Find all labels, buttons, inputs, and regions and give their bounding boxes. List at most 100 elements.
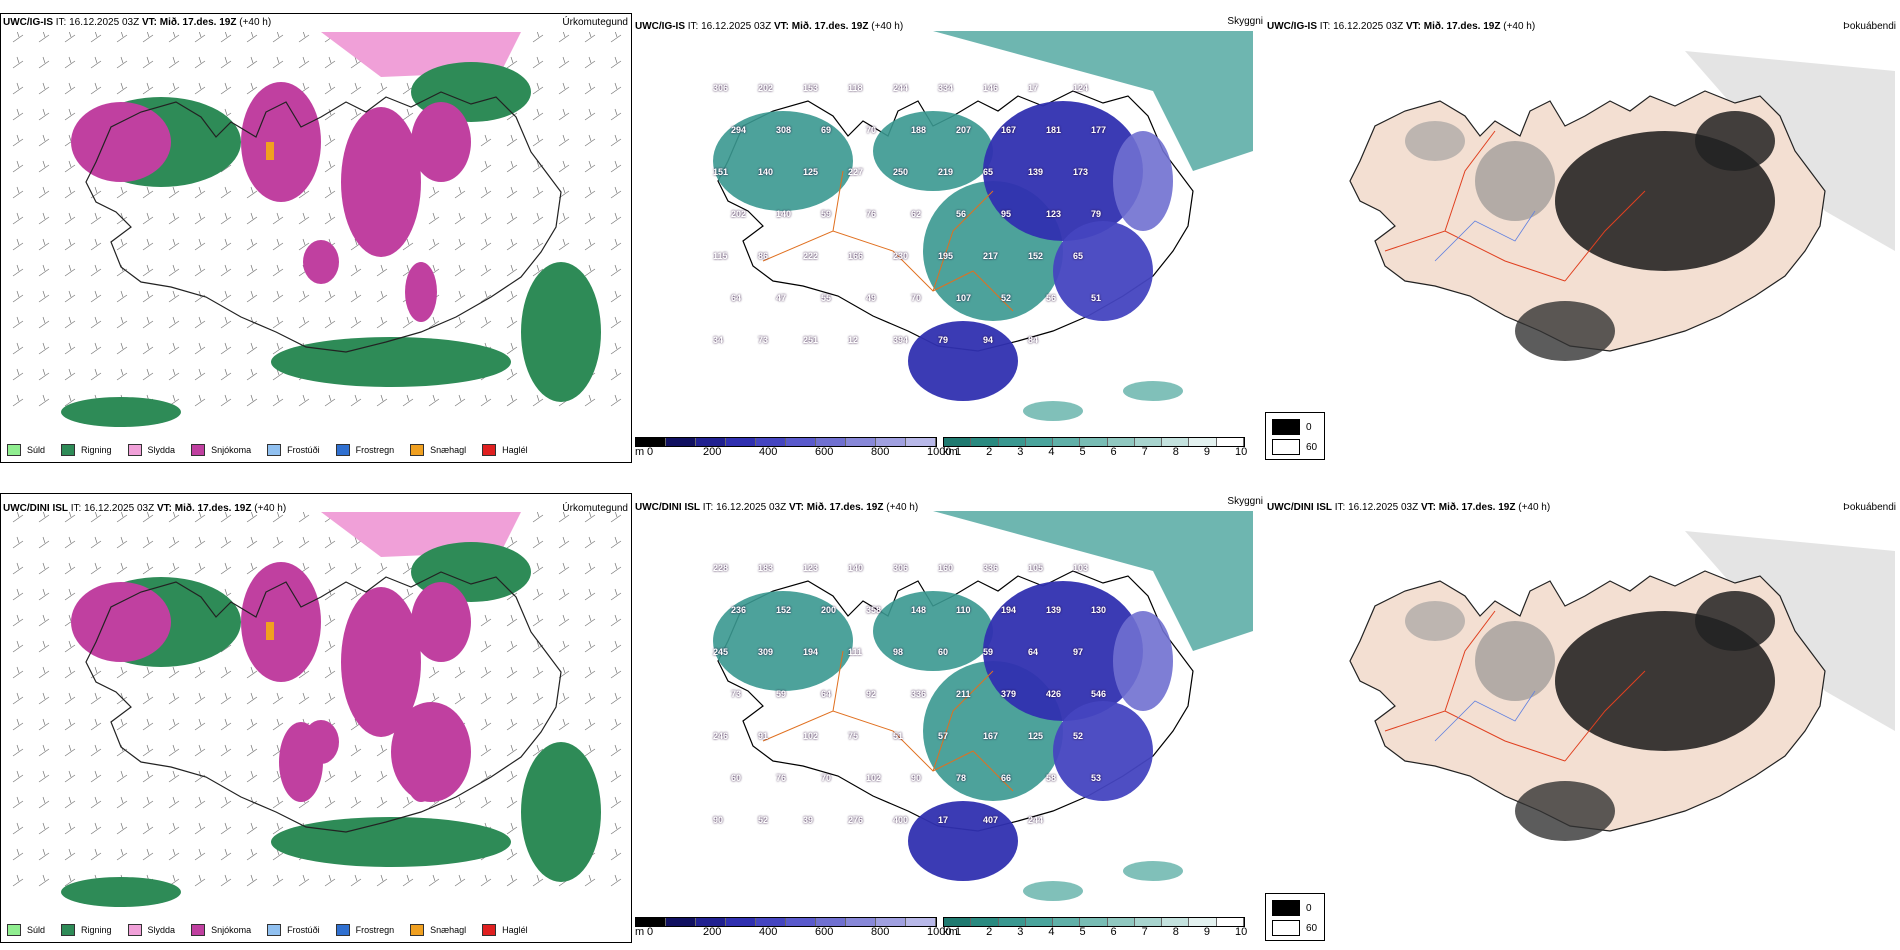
cloud-base-label: 426 (1046, 689, 1062, 699)
wind-barb (324, 394, 336, 407)
visibility-map-row2: UWC/DINI ISL IT: 16.12.2025 03Z VT: Mið.… (633, 493, 1265, 943)
wind-barb (142, 212, 154, 225)
wind-barb (532, 264, 544, 277)
wind-barb (324, 640, 336, 653)
wind-barb (246, 536, 258, 549)
wind-barb (12, 614, 24, 627)
wind-barb (558, 32, 570, 43)
wind-barb (454, 290, 466, 303)
cloud-base-label: 334 (938, 83, 954, 93)
colorbar-segment (1053, 438, 1081, 446)
wind-barb (12, 316, 24, 329)
cloud-base-label: 244 (893, 83, 909, 93)
wind-barb (90, 770, 102, 783)
cloud-base-label: 160 (938, 563, 954, 573)
wind-barb (12, 394, 24, 407)
fog-swatch-60 (1272, 920, 1300, 936)
cloud-base-label: 379 (1001, 689, 1017, 699)
legend-swatch (7, 924, 21, 936)
snow-area (279, 722, 323, 802)
wind-barb (38, 32, 50, 43)
wind-barb (506, 640, 518, 653)
cloud-base-label: 228 (713, 563, 729, 573)
wind-barb (194, 874, 206, 887)
cloud-base-label: 306 (893, 563, 909, 573)
wind-barb (116, 186, 128, 199)
cloud-base-label: 306 (713, 83, 729, 93)
wind-barb (402, 796, 414, 809)
wind-barb (168, 692, 180, 705)
colorbar-tick: 10 (1235, 446, 1248, 458)
wind-barb (402, 82, 414, 95)
legend-swatch (267, 924, 282, 936)
cloud-base-label: 309 (758, 647, 774, 657)
wind-barb (38, 588, 50, 601)
colorbar-tick: 1000 (927, 926, 952, 938)
rain-area (271, 817, 511, 867)
colorbar-segment (944, 918, 972, 926)
wind-barb (480, 264, 492, 277)
wind-barb (194, 536, 206, 549)
wind-barb (324, 160, 336, 173)
legend-label: Slydda (147, 925, 176, 935)
wind-barb (142, 666, 154, 679)
wind-barb (272, 512, 284, 523)
wind-barb (272, 238, 284, 251)
wind-barb (246, 512, 258, 523)
snow-area (303, 240, 339, 284)
wind-barb (324, 796, 336, 809)
legend-label: Frostúði (287, 925, 320, 935)
cloud-base-label: 123 (1046, 209, 1062, 219)
wind-barb (480, 796, 492, 809)
wind-barb (116, 238, 128, 251)
legend-swatch (482, 924, 497, 936)
colorbar-segment (906, 918, 936, 926)
wind-barb (480, 874, 492, 887)
wind-barb (64, 744, 76, 757)
wind-barb (12, 368, 24, 381)
wind-barb (194, 32, 206, 43)
wind-barb (610, 342, 622, 355)
wind-barb (480, 238, 492, 251)
visibility-area (873, 591, 993, 671)
wind-barb (610, 614, 622, 627)
wind-barb (610, 588, 622, 601)
wind-barb (116, 290, 128, 303)
fog-moderate-area (1475, 621, 1555, 701)
wind-barb (246, 394, 258, 407)
wind-barb (168, 316, 180, 329)
legend-item: Snjókoma (191, 444, 251, 456)
wind-barb (532, 32, 544, 43)
wind-barb (506, 666, 518, 679)
wind-barb (142, 562, 154, 575)
wind-barb (610, 692, 622, 705)
wind-barb (246, 874, 258, 887)
cloud-base-area (908, 801, 1018, 881)
wind-barb (116, 56, 128, 69)
colorbar-tick: 200 (703, 926, 722, 938)
wind-barb (12, 848, 24, 861)
wind-barb (584, 186, 596, 199)
wind-barb (220, 238, 232, 251)
wind-barb (402, 238, 414, 251)
wind-barb (584, 718, 596, 731)
wind-barb (402, 108, 414, 121)
cloud-base-label: 407 (983, 815, 999, 825)
wind-barb (142, 536, 154, 549)
wind-barb (116, 822, 128, 835)
wind-barb (298, 290, 310, 303)
cloud-base-label: 151 (713, 167, 729, 177)
cloud-base-label: 211 (956, 689, 971, 699)
wind-barb (220, 848, 232, 861)
wind-barb (194, 848, 206, 861)
fog-legend-row2: 0 60 (1265, 893, 1325, 941)
colorbar-tick: 0 (647, 926, 654, 938)
cloud-base-label: 95 (1001, 209, 1012, 219)
colorbar-segment (1080, 438, 1108, 446)
wind-barb (246, 56, 258, 69)
wind-barb (64, 512, 76, 523)
legend-item: Slydda (127, 444, 175, 456)
cloud-base-label: 51 (1091, 293, 1102, 303)
cloud-base-area (1053, 221, 1153, 321)
legend-swatch (410, 924, 425, 936)
